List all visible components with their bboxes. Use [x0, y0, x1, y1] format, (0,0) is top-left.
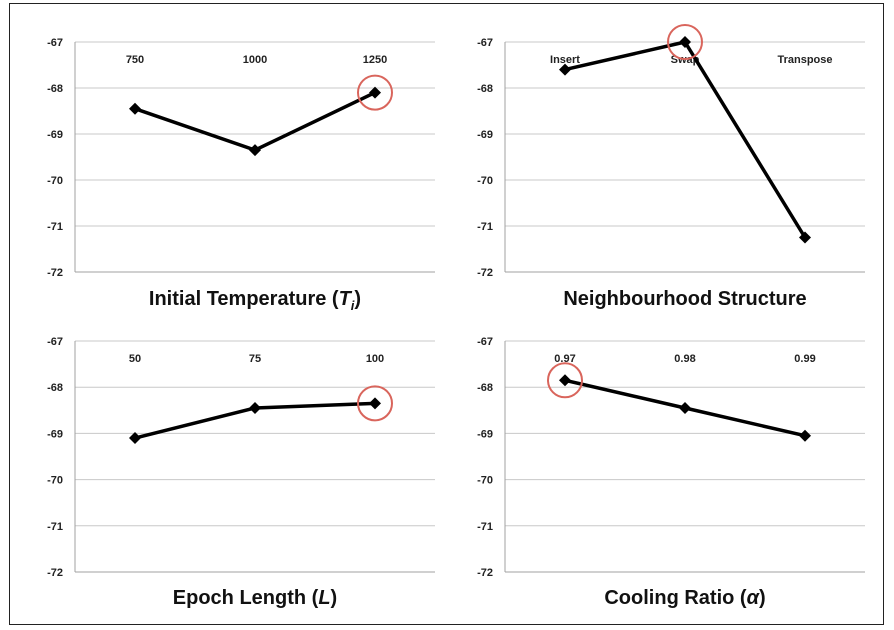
chart-panel-3: -67 -68 -69 -70 -71 -72 50 75 100 Epoch Length (L… — [47, 336, 435, 609]
data-point — [799, 429, 811, 442]
highlight-circle — [547, 362, 583, 399]
panel-title: Epoch Length (L) — [173, 587, 337, 609]
y-tick-label: -72 — [477, 267, 493, 279]
highlight-circle — [667, 24, 703, 60]
chart-panel-1: -67 -68 -69 -70 -71 -72 750 1000 1250 Initial Tem… — [47, 37, 435, 313]
y-tick-label: -70 — [47, 475, 63, 487]
highlight-circle — [357, 74, 393, 111]
data-point — [679, 36, 691, 48]
y-tick-label: -71 — [477, 221, 493, 233]
y-tick-label: -67 — [47, 336, 63, 348]
y-tick-label: -70 — [47, 175, 63, 187]
y-tick-label: -71 — [477, 521, 493, 533]
panel-title: Initial Temperature (Ti) — [149, 288, 361, 313]
y-tick-label: -71 — [47, 521, 63, 533]
y-tick-label: -69 — [477, 428, 493, 440]
category-label: 0.97 — [554, 353, 575, 365]
data-point — [799, 231, 811, 244]
category-label: Transpose — [777, 54, 832, 66]
data-point — [559, 63, 571, 76]
y-tick-label: -68 — [477, 83, 493, 95]
category-label: 750 — [126, 54, 144, 66]
data-point — [559, 374, 571, 387]
data-point — [249, 401, 261, 414]
highlight-circle — [357, 385, 393, 422]
category-label: 1250 — [363, 54, 387, 66]
category-label: 75 — [249, 353, 261, 365]
y-tick-label: -70 — [477, 175, 493, 187]
category-label: 0.99 — [794, 353, 815, 365]
y-tick-label: -69 — [47, 129, 63, 141]
data-point — [369, 86, 381, 99]
panel-title: Neighbourhood Structure — [563, 288, 806, 310]
category-label: 1000 — [243, 54, 267, 66]
y-tick-label: -72 — [47, 267, 63, 279]
series-line — [564, 40, 807, 239]
y-tick-label: -67 — [47, 37, 63, 49]
category-label: 50 — [129, 353, 141, 365]
y-tick-label: -71 — [47, 221, 63, 233]
y-tick-label: -69 — [47, 428, 63, 440]
y-tick-label: -68 — [477, 382, 493, 394]
series-line — [134, 91, 376, 152]
chart-panel-4: -67 -68 -69 -70 -71 -72 0.97 0.98 0.99 Cooling Ra… — [477, 336, 865, 609]
category-label: 100 — [366, 353, 384, 365]
y-tick-label: -72 — [477, 567, 493, 579]
y-tick-label: -68 — [47, 83, 63, 95]
data-point — [129, 102, 141, 115]
figure-frame — [9, 3, 884, 625]
data-point — [679, 401, 691, 414]
data-point — [369, 397, 381, 410]
y-tick-label: -70 — [477, 475, 493, 487]
category-label: Insert — [550, 54, 580, 66]
panel-title: Cooling Ratio (α) — [604, 587, 765, 609]
data-point — [249, 144, 261, 157]
y-tick-label: -69 — [477, 129, 493, 141]
y-tick-label: -67 — [477, 37, 493, 49]
y-tick-label: -72 — [47, 567, 63, 579]
data-point — [129, 432, 141, 445]
y-tick-label: -68 — [47, 382, 63, 394]
y-tick-label: -67 — [477, 336, 493, 348]
category-label: 0.98 — [674, 353, 695, 365]
